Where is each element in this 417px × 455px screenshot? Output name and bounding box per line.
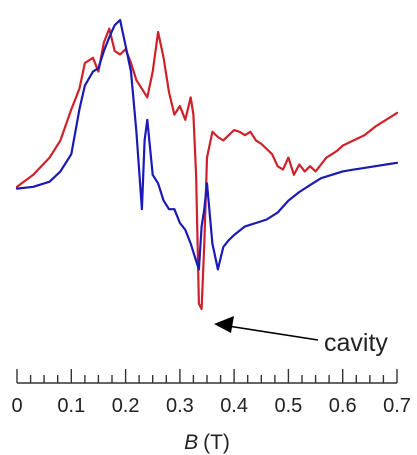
x-axis-title: B (T): [184, 431, 230, 454]
cavity-label: cavity: [324, 329, 388, 357]
x-tick-label: 0.7: [383, 395, 411, 417]
cavity-annotation: cavity: [214, 316, 388, 357]
x-tick-label: 0: [11, 395, 22, 417]
x-tick-label: 0.3: [166, 395, 194, 417]
cavity-arrow-head: [214, 316, 234, 333]
series-line-1: [15, 27, 399, 311]
x-tick-label: 0.6: [329, 395, 357, 417]
x-axis: 0 0.1 0.2 0.3 0.4 0.5 0.6 0.7 B (T): [11, 369, 411, 454]
x-tick-label: 0.1: [57, 395, 85, 417]
x-tick-label: 0.4: [220, 395, 248, 417]
x-axis-unit: (T): [203, 431, 230, 454]
x-axis-symbol: B: [184, 431, 198, 454]
cavity-arrow: [227, 325, 319, 341]
x-minor-ticks: [16, 369, 398, 383]
series-layer: [15, 18, 399, 311]
x-tick-label: 0.5: [274, 395, 302, 417]
x-tick-labels: 0 0.1 0.2 0.3 0.4 0.5 0.6 0.7: [11, 395, 410, 417]
series-line-2: [15, 18, 399, 271]
x-tick-label: 0.2: [112, 395, 140, 417]
